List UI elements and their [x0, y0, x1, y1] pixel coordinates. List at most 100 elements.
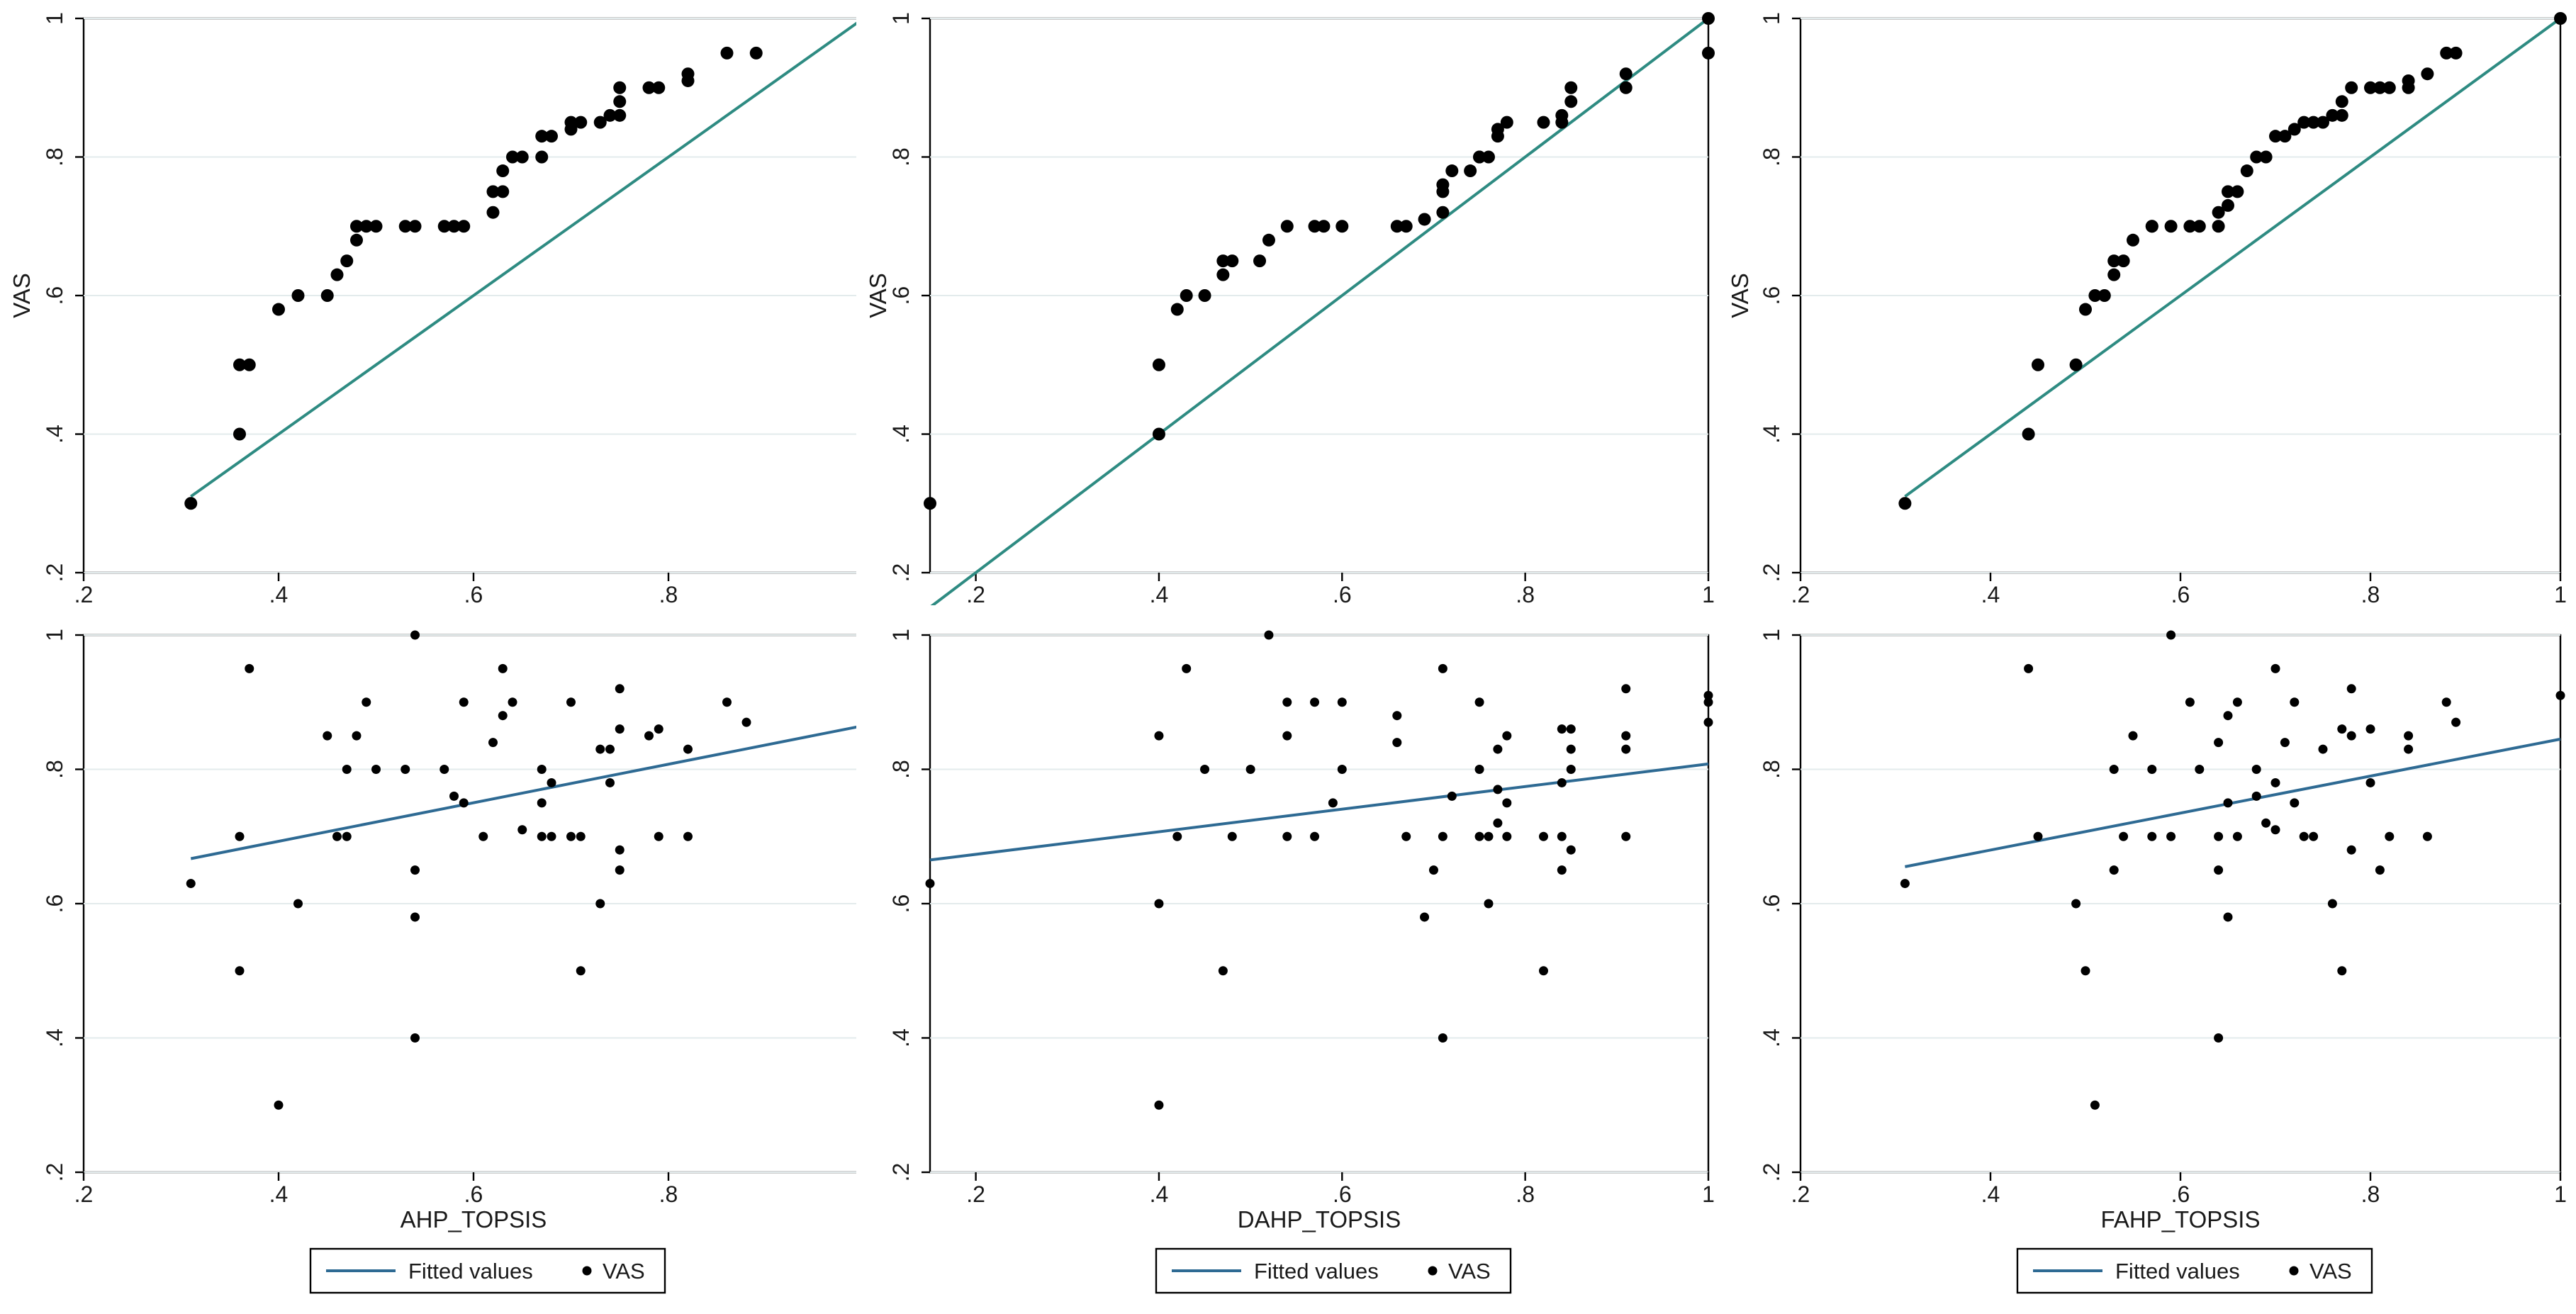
y-tick-label: .4	[888, 1028, 914, 1048]
data-point	[2269, 130, 2282, 143]
data-point	[1502, 731, 1512, 741]
data-point	[652, 81, 666, 94]
x-tick-label: .2	[74, 1181, 94, 1207]
x-tick-label: .8	[659, 582, 678, 607]
data-point	[1335, 220, 1349, 233]
data-point	[2214, 738, 2224, 748]
data-point	[2214, 831, 2224, 841]
data-point	[2033, 831, 2043, 841]
data-point	[439, 765, 449, 774]
data-point	[537, 831, 547, 841]
data-point	[2232, 831, 2242, 841]
data-point	[1621, 744, 1631, 754]
x-tick-label: .6	[464, 582, 483, 607]
data-point	[1216, 268, 1230, 281]
data-point	[535, 130, 549, 143]
y-tick-label: .4	[42, 1028, 67, 1048]
y-axis-title: VAS	[9, 273, 35, 318]
data-point	[245, 663, 254, 673]
data-point	[2240, 164, 2253, 178]
data-point	[1308, 220, 1321, 233]
legend-label-vas: VAS	[603, 1259, 645, 1284]
data-point	[362, 697, 371, 707]
data-point	[2270, 777, 2280, 787]
data-point	[1502, 831, 1512, 841]
data-point	[517, 825, 527, 835]
x-tick-label: .8	[1516, 1181, 1535, 1207]
data-point	[1447, 791, 1457, 801]
data-point	[2318, 744, 2328, 754]
data-point	[537, 765, 547, 774]
data-point	[1473, 150, 1486, 164]
y-tick-label: 1	[888, 12, 914, 25]
data-point	[1500, 116, 1513, 129]
data-point	[605, 777, 615, 787]
data-point	[1566, 765, 1576, 774]
data-point	[2166, 831, 2176, 841]
y-axis-title: VAS	[865, 273, 891, 318]
data-point	[1564, 95, 1578, 108]
data-point	[352, 731, 362, 741]
data-point	[496, 185, 510, 198]
y-tick-label: .8	[888, 760, 914, 779]
data-point	[595, 744, 605, 754]
data-point	[574, 116, 588, 129]
data-point	[342, 831, 352, 841]
y-tick-label: .2	[888, 1163, 914, 1182]
data-point	[235, 966, 245, 976]
data-point	[350, 220, 363, 233]
x-tick-label: 1	[1702, 582, 1715, 607]
data-point	[2147, 765, 2157, 774]
data-point	[2261, 818, 2271, 828]
data-point	[537, 798, 547, 808]
x-tick-label: .4	[1150, 1181, 1169, 1207]
data-point	[722, 697, 732, 707]
data-point	[2107, 268, 2121, 281]
data-point	[595, 899, 605, 909]
data-point	[486, 206, 500, 219]
y-tick-label: 1	[42, 12, 67, 25]
data-point	[2127, 233, 2139, 247]
data-point	[1445, 164, 1459, 178]
data-point	[2212, 206, 2225, 219]
data-point	[1245, 765, 1255, 774]
data-point	[2554, 12, 2567, 25]
data-point	[924, 497, 936, 510]
data-point	[498, 663, 508, 673]
y-tick-label: .6	[42, 894, 67, 914]
data-point	[2337, 724, 2347, 734]
data-point	[1152, 427, 1165, 441]
data-point	[1484, 831, 1494, 841]
x-tick-label: 1	[2554, 1181, 2567, 1207]
data-point	[1282, 831, 1292, 841]
data-point	[1262, 233, 1275, 247]
data-point	[2117, 254, 2130, 268]
data-point	[2195, 765, 2205, 774]
data-point	[2346, 845, 2356, 855]
data-point	[1172, 831, 1182, 841]
data-point	[615, 845, 625, 855]
data-point	[1474, 831, 1484, 841]
data-point	[235, 831, 245, 841]
data-point	[1474, 697, 1484, 707]
data-point	[2346, 731, 2356, 741]
legend-label-fitted: Fitted values	[1254, 1259, 1379, 1284]
data-point	[1557, 865, 1567, 875]
x-tick-label: .6	[2171, 582, 2190, 607]
data-point	[925, 879, 935, 889]
data-point	[1392, 711, 1402, 721]
legend-point-swatch	[582, 1266, 592, 1276]
legend-point-swatch	[1428, 1266, 1438, 1276]
data-point	[1491, 123, 1504, 136]
data-point	[1337, 697, 1347, 707]
data-point	[1621, 831, 1631, 841]
data-point	[547, 831, 556, 841]
data-point	[644, 731, 654, 741]
data-point	[2365, 724, 2375, 734]
data-point	[605, 744, 615, 754]
data-point	[613, 95, 627, 108]
x-tick-label: .4	[269, 1181, 289, 1207]
data-point	[2107, 254, 2121, 268]
y-tick-label: .6	[888, 286, 914, 305]
y-tick-label: .2	[888, 563, 914, 583]
